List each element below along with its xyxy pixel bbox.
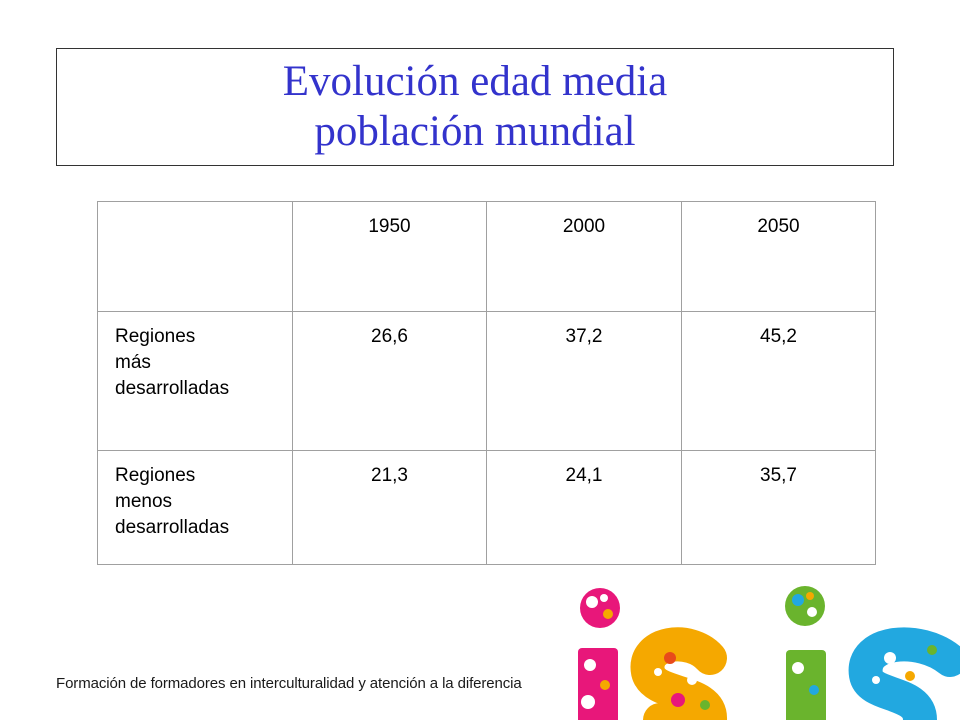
table-cell: 35,7	[681, 450, 876, 565]
title-line-2: población mundial	[314, 108, 636, 155]
row-label: Regiones más desarrolladas	[97, 311, 293, 451]
row-label-line: más	[115, 352, 151, 373]
header-cell-2000: 2000	[486, 201, 682, 312]
row-label-line: menos	[115, 491, 173, 512]
table-row: Regiones menos desarrolladas 21,3 24,1 3…	[97, 450, 876, 565]
data-table: 1950 2000 2050 Regiones más desarrollada…	[97, 201, 876, 565]
table-cell: 24,1	[486, 450, 682, 565]
header-cell-empty	[97, 201, 293, 312]
table-cell: 26,6	[292, 311, 487, 451]
row-label-line: desarrolladas	[115, 378, 230, 399]
table-cell: 21,3	[292, 450, 487, 565]
header-cell-2050: 2050	[681, 201, 876, 312]
row-label-line: desarrolladas	[115, 517, 230, 538]
table-cell: 45,2	[681, 311, 876, 451]
table-cell: 37,2	[486, 311, 682, 451]
header-cell-1950: 1950	[292, 201, 487, 312]
row-label: Regiones menos desarrolladas	[97, 450, 293, 565]
isis-logo	[578, 586, 960, 720]
table-row: Regiones más desarrolladas 26,6 37,2 45,…	[97, 311, 876, 451]
slide-title: Evolución edad media población mundial	[56, 48, 894, 166]
footer-text: Formación de formadores en intercultural…	[56, 675, 522, 692]
row-label-line: Regiones	[115, 465, 196, 486]
title-line-1: Evolución edad media	[282, 58, 668, 105]
table-header-row: 1950 2000 2050	[97, 201, 876, 312]
row-label-line: Regiones	[115, 326, 196, 347]
